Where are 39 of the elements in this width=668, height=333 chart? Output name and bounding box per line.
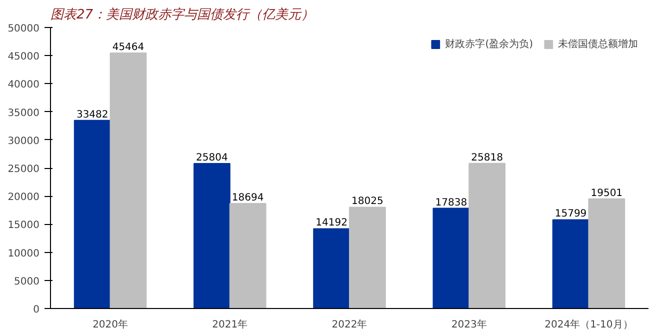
y-tick-label: 40000 — [8, 80, 40, 91]
y-tick-label: 25000 — [8, 164, 40, 175]
y-tick-label: 5000 — [14, 276, 40, 288]
y-tick-label: 10000 — [8, 248, 40, 260]
y-tick-label: 0 — [33, 304, 40, 316]
y-tick-label: 35000 — [8, 108, 40, 119]
y-tick-label: 50000 — [8, 24, 40, 34]
bar — [552, 219, 590, 308]
bar — [229, 202, 266, 308]
bar — [110, 52, 147, 308]
chart-title: 图表27：美国财政赤字与国债发行（亿美元） — [50, 6, 314, 22]
x-tick-label: 2023年 — [451, 318, 487, 330]
data-label: 18694 — [232, 192, 264, 204]
data-label: 18025 — [352, 196, 384, 208]
data-label: 17838 — [435, 197, 468, 208]
y-tick-label: 15000 — [8, 220, 40, 232]
data-label: 25818 — [471, 152, 503, 164]
x-tick-label: 2021年 — [212, 318, 248, 330]
bar — [588, 198, 626, 308]
data-label: 25804 — [196, 152, 228, 164]
x-tick-label: 2020年 — [92, 318, 128, 330]
data-label: 45464 — [112, 42, 144, 53]
bar — [432, 208, 470, 308]
x-tick-label: 2024年（1-10月） — [544, 318, 633, 330]
x-tick-label: 2022年 — [332, 318, 368, 330]
bar — [74, 120, 111, 308]
bar — [349, 206, 386, 308]
bar — [313, 228, 350, 308]
data-label: 15799 — [554, 208, 587, 220]
data-label: 19501 — [590, 188, 623, 199]
bar — [468, 162, 506, 308]
bar — [194, 162, 230, 308]
y-tick-label: 20000 — [8, 192, 40, 204]
data-label: 14192 — [316, 218, 348, 229]
data-label: 33482 — [76, 109, 108, 120]
y-tick-label: 45000 — [8, 52, 40, 63]
legend-label: 未偿国债总额增加 — [558, 38, 638, 51]
legend-label: 财政赤字(盈余为负) — [445, 38, 533, 51]
y-tick-label: 30000 — [8, 136, 40, 147]
